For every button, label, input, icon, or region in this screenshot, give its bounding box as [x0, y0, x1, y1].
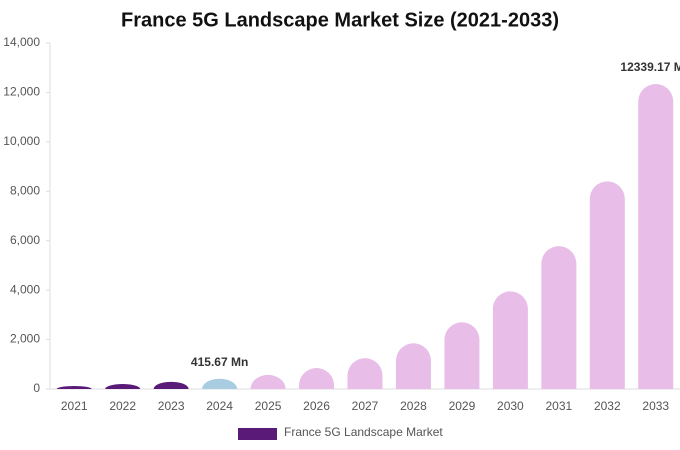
bar [395, 343, 431, 389]
legend-swatch [238, 428, 277, 440]
bar [56, 386, 92, 389]
bar [202, 378, 238, 389]
x-tick-label: 2032 [594, 399, 621, 413]
y-tick-label: 0 [33, 381, 40, 395]
bar [250, 374, 286, 389]
x-tick-label: 2023 [158, 399, 185, 413]
y-tick-label: 2,000 [10, 332, 40, 346]
chart-title: France 5G Landscape Market Size (2021-20… [121, 9, 559, 31]
bar [105, 384, 141, 389]
bar [444, 322, 480, 389]
bar [492, 291, 528, 389]
bar [153, 381, 189, 389]
y-tick-label: 6,000 [10, 233, 40, 247]
x-tick-label: 2024 [206, 399, 233, 413]
x-tick-label: 2033 [642, 399, 669, 413]
data-label: 415.67 Mn [191, 355, 248, 369]
x-tick-label: 2029 [449, 399, 476, 413]
y-tick-label: 14,000 [3, 35, 40, 49]
bar [347, 358, 383, 389]
x-tick-label: 2031 [545, 399, 572, 413]
bar [541, 246, 577, 389]
y-tick-label: 10,000 [3, 134, 40, 148]
bar [638, 84, 674, 389]
bar [589, 181, 625, 389]
y-tick-label: 4,000 [10, 282, 40, 296]
x-tick-label: 2026 [303, 399, 330, 413]
x-tick-label: 2022 [109, 399, 136, 413]
x-tick-label: 2025 [255, 399, 282, 413]
legend-label: France 5G Landscape Market [284, 425, 443, 439]
x-tick-label: 2027 [352, 399, 379, 413]
x-tick-label: 2021 [61, 399, 88, 413]
y-tick-label: 8,000 [10, 183, 40, 197]
data-label: 12339.17 Mn [620, 60, 680, 74]
y-tick-label: 12,000 [3, 85, 40, 99]
bar [299, 367, 335, 389]
x-tick-label: 2028 [400, 399, 427, 413]
x-tick-label: 2030 [497, 399, 524, 413]
